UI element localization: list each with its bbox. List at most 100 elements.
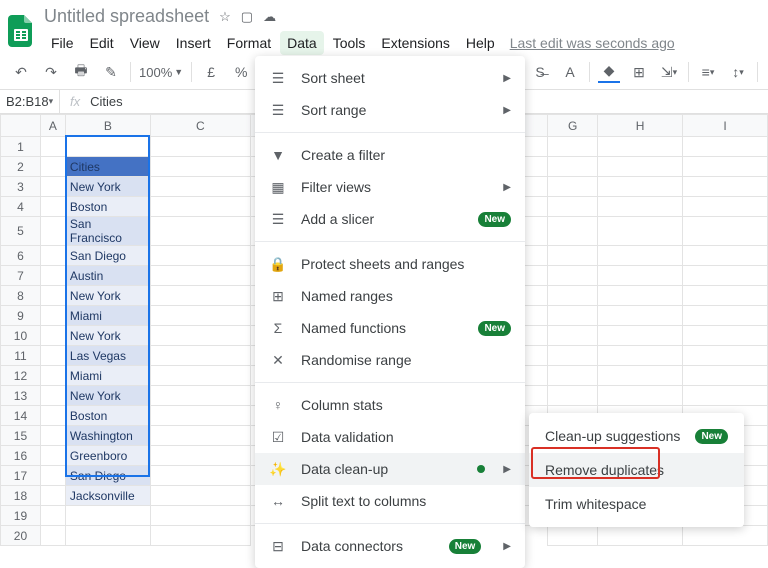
cell[interactable] [548,157,598,177]
row-header[interactable]: 1 [1,137,41,157]
cell[interactable] [598,306,683,326]
col-header-a[interactable]: A [40,115,65,137]
redo-icon[interactable]: ↷ [40,61,62,83]
cell[interactable]: Cities [65,157,150,177]
borders-icon[interactable]: ⊞ [628,61,650,83]
cloud-icon[interactable]: ☁ [263,9,276,25]
row-header[interactable]: 6 [1,246,41,266]
cell[interactable] [150,266,250,286]
cell[interactable] [548,286,598,306]
menu-filter-views[interactable]: ▦Filter views▶ [255,171,525,203]
menu-data[interactable]: Data [280,31,324,55]
row-header[interactable]: 20 [1,526,41,546]
cell[interactable] [150,177,250,197]
cell[interactable] [40,137,65,157]
row-header[interactable]: 3 [1,177,41,197]
cell[interactable] [150,366,250,386]
zoom-select[interactable]: 100% ▼ [139,65,183,80]
cell[interactable] [150,426,250,446]
cell[interactable]: New York [65,326,150,346]
cell[interactable]: Jacksonville [65,486,150,506]
cell[interactable]: San Diego [65,466,150,486]
cell[interactable] [548,346,598,366]
cell[interactable] [40,366,65,386]
cell[interactable] [598,217,683,246]
row-header[interactable]: 5 [1,217,41,246]
cell[interactable] [40,217,65,246]
cell[interactable] [598,346,683,366]
cell[interactable] [150,526,250,546]
cell[interactable]: San Francisco [65,217,150,246]
row-header[interactable]: 9 [1,306,41,326]
cell[interactable] [548,306,598,326]
cell[interactable] [150,306,250,326]
cell[interactable] [548,526,598,546]
menu-extensions[interactable]: Extensions [374,31,456,55]
cell[interactable] [598,286,683,306]
cell[interactable] [65,137,150,157]
valign-icon[interactable]: ↕▾ [727,61,749,83]
cell[interactable] [598,197,683,217]
cell[interactable] [683,366,768,386]
cell[interactable] [150,346,250,366]
cell[interactable] [40,446,65,466]
cell[interactable] [40,466,65,486]
cell[interactable] [683,197,768,217]
cell[interactable]: Washington [65,426,150,446]
col-header-c[interactable]: C [150,115,250,137]
cell[interactable] [683,157,768,177]
cell[interactable] [683,286,768,306]
cell[interactable] [150,217,250,246]
cell[interactable] [548,266,598,286]
row-header[interactable]: 2 [1,157,41,177]
cell[interactable] [598,157,683,177]
cell[interactable] [40,426,65,446]
name-box[interactable]: B2:B18 ▾ [0,90,60,113]
star-icon[interactable]: ☆ [219,9,231,25]
menu-edit[interactable]: Edit [83,31,121,55]
cell[interactable] [683,217,768,246]
cell[interactable] [150,446,250,466]
cell[interactable]: New York [65,177,150,197]
row-header[interactable]: 18 [1,486,41,506]
row-header[interactable]: 11 [1,346,41,366]
cell[interactable] [683,246,768,266]
print-icon[interactable]: 🖶 [70,61,92,83]
col-header-h[interactable]: H [598,115,683,137]
cell[interactable] [683,266,768,286]
cell[interactable] [150,137,250,157]
cell[interactable]: New York [65,286,150,306]
menu-column-stats[interactable]: ♀Column stats [255,389,525,421]
cell[interactable] [150,486,250,506]
menu-view[interactable]: View [123,31,167,55]
menu-protect[interactable]: 🔒Protect sheets and ranges [255,248,525,280]
row-header[interactable]: 19 [1,506,41,526]
row-header[interactable]: 14 [1,406,41,426]
cell[interactable] [40,506,65,526]
cell[interactable]: Boston [65,197,150,217]
cell[interactable]: New York [65,386,150,406]
merge-icon[interactable]: ⇲▾ [658,61,680,83]
text-color-icon[interactable]: A [559,61,581,83]
menu-named-ranges[interactable]: ⊞Named ranges [255,280,525,312]
cell[interactable] [548,366,598,386]
cell[interactable] [683,386,768,406]
menu-data-validation[interactable]: ☑Data validation [255,421,525,453]
menu-add-slicer[interactable]: ☰Add a slicerNew [255,203,525,235]
cell[interactable] [683,177,768,197]
align-icon[interactable]: ≡▾ [697,61,719,83]
menu-data-cleanup[interactable]: ✨Data clean-up▶ [255,453,525,485]
row-header[interactable]: 16 [1,446,41,466]
cell[interactable] [40,286,65,306]
cell[interactable] [40,306,65,326]
cell[interactable] [548,386,598,406]
row-header[interactable]: 4 [1,197,41,217]
cell[interactable] [65,526,150,546]
cell[interactable] [548,197,598,217]
cell[interactable] [40,526,65,546]
cell[interactable] [598,366,683,386]
cell[interactable] [150,326,250,346]
cell[interactable] [683,137,768,157]
row-header[interactable]: 7 [1,266,41,286]
menu-create-filter[interactable]: ▼Create a filter [255,139,525,171]
